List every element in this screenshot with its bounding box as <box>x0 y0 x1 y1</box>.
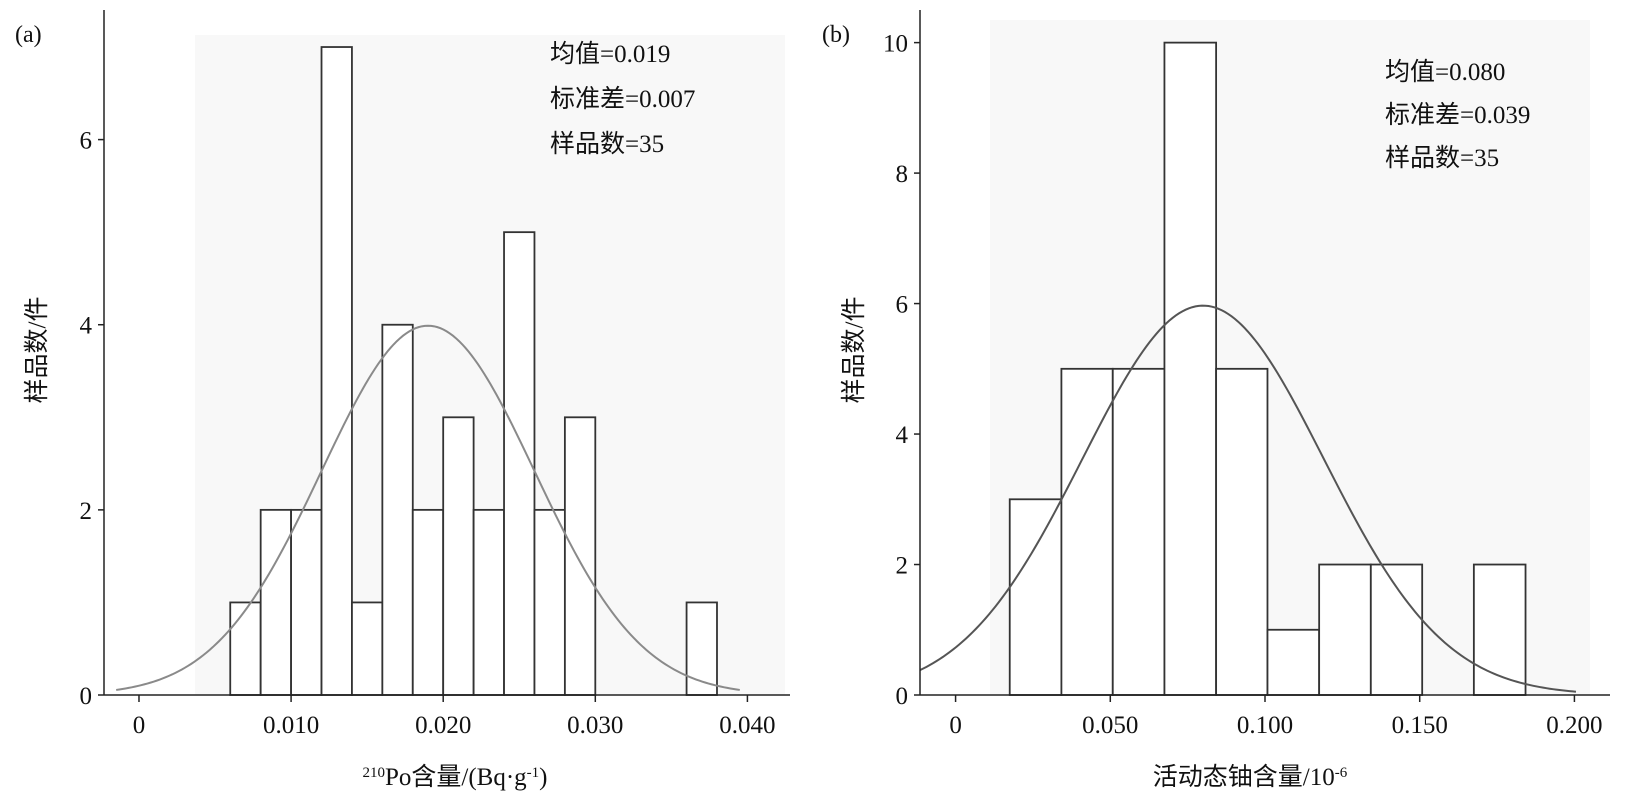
panel-b-y-tick-label-1: 2 <box>896 553 909 580</box>
panel-b-y-axis-label: 样品数/件 <box>840 297 868 404</box>
panel-b-x-axis-label: 活动态铀含量/10-6 <box>1153 763 1348 791</box>
panel-a-bar-4 <box>351 601 384 696</box>
panel-b-y-tick-label-0: 0 <box>896 683 909 710</box>
panel-b-x-tick-label-2: 0.100 <box>1237 712 1293 739</box>
panel-a-bar-2 <box>290 508 323 696</box>
panel-a-x-label-tail: ) <box>539 764 547 791</box>
panel-a-x-label-exponent: -1 <box>527 765 540 781</box>
panel-a-stat-sd: 标准差=0.007 <box>550 85 695 113</box>
panel-b-x-label-main: 活动态铀含量/10 <box>1153 763 1335 791</box>
panel-b-stat-n: 样品数=35 <box>1385 144 1499 172</box>
panel-a-stats: 均值=0.019 标准差=0.007 样品数=35 <box>550 40 695 158</box>
panel-a-x-tick-label-3: 0.030 <box>567 712 623 739</box>
panel-a-bar-6 <box>411 508 445 696</box>
panel-a-bar-3 <box>320 46 353 696</box>
panel-b-stat-mean: 均值=0.080 <box>1385 58 1505 86</box>
panel-a-x-label-superscript: 210 <box>362 765 385 781</box>
panel-b-bar-1 <box>1060 367 1114 696</box>
panel-b-bar-5 <box>1266 628 1321 696</box>
panel-a-label: (a) <box>15 22 42 48</box>
panel-b-bar-3 <box>1163 41 1218 696</box>
panel-a-bar-12 <box>685 601 718 696</box>
panel-b-y-tick-label-2: 4 <box>896 422 909 449</box>
panel-a-y-axis-label: 样品数/件 <box>23 297 51 404</box>
panel-a-bar-1 <box>259 508 292 696</box>
panel-a-bar-10 <box>533 508 566 696</box>
panel-a-x-ticks: 0 0.010 0.020 0.030 0.040 <box>133 695 776 739</box>
panel-b-y-ticks: 0 2 4 6 8 10 <box>883 31 920 710</box>
panel-b-x-tick-label-1: 0.050 <box>1082 712 1138 739</box>
panel-b-bar-6 <box>1318 563 1372 696</box>
panel-a-x-tick-label-1: 0.010 <box>263 712 319 739</box>
panel-b-bar-8 <box>1472 563 1527 696</box>
panel-a-bar-9 <box>503 231 536 696</box>
panel-b-x-label-exponent: -6 <box>1335 765 1348 781</box>
panel-b-x-tick-label-4: 0.200 <box>1546 712 1602 739</box>
panel-a-bar-5 <box>381 323 414 696</box>
panel-a-bar-7 <box>442 416 475 696</box>
panel-a-x-tick-label-2: 0.020 <box>415 712 471 739</box>
panel-a-bar-0 <box>229 601 262 696</box>
panel-b-x-tick-label-3: 0.150 <box>1392 712 1448 739</box>
panel-b-bar-4 <box>1215 367 1269 696</box>
panel-b-bar-7 <box>1369 563 1424 696</box>
panel-a-y-ticks: 0 2 4 6 <box>80 128 104 710</box>
panel-b-stat-sd: 标准差=0.039 <box>1385 101 1530 129</box>
panel-b-y-tick-label-5: 10 <box>883 31 908 58</box>
panel-b-y-tick-label-3: 6 <box>896 292 909 319</box>
panel-a-y-tick-label-3: 6 <box>80 128 93 155</box>
panel-a-normal-curve <box>116 324 740 691</box>
panel-b-label: (b) <box>822 22 850 48</box>
panel-a-y-tick-label-1: 2 <box>80 498 93 525</box>
panel-a-y-tick-label-2: 4 <box>80 313 93 340</box>
panel-b: (b) 0 2 4 6 8 10 0 0.050 0.100 0.150 0.200 均值=0.0… <box>822 10 1610 791</box>
panel-a-stat-mean: 均值=0.019 <box>550 40 670 68</box>
panel-b-normal-curve <box>919 304 1577 693</box>
panel-a-x-tick-label-0: 0 <box>133 712 146 739</box>
panel-a-bar-11 <box>563 416 597 696</box>
panel-b-bars <box>1008 41 1527 696</box>
panel-b-x-ticks: 0 0.050 0.100 0.150 0.200 <box>949 695 1603 739</box>
panel-a-y-tick-label-0: 0 <box>80 683 93 710</box>
panel-b-bar-2 <box>1111 367 1166 696</box>
panel-b-bar-0 <box>1008 498 1063 696</box>
panel-b-y-tick-label-4: 8 <box>896 161 909 188</box>
panel-b-x-tick-label-0: 0 <box>949 712 962 739</box>
panel-b-stats: 均值=0.080 标准差=0.039 样品数=35 <box>1385 58 1530 172</box>
panel-a-stat-n: 样品数=35 <box>550 130 664 158</box>
panel-a-bar-8 <box>472 508 505 696</box>
panel-a: (a) 0 2 4 6 0 0.010 0.020 0.030 0.040 均值=0.019 … <box>15 10 790 791</box>
panel-a-x-tick-label-4: 0.040 <box>719 712 775 739</box>
panel-a-bars <box>229 46 718 696</box>
panel-a-x-label-main: Po含量/(Bq·g <box>385 763 527 791</box>
panel-a-x-axis-label: 210Po含量/(Bq·g-1) <box>362 763 547 791</box>
